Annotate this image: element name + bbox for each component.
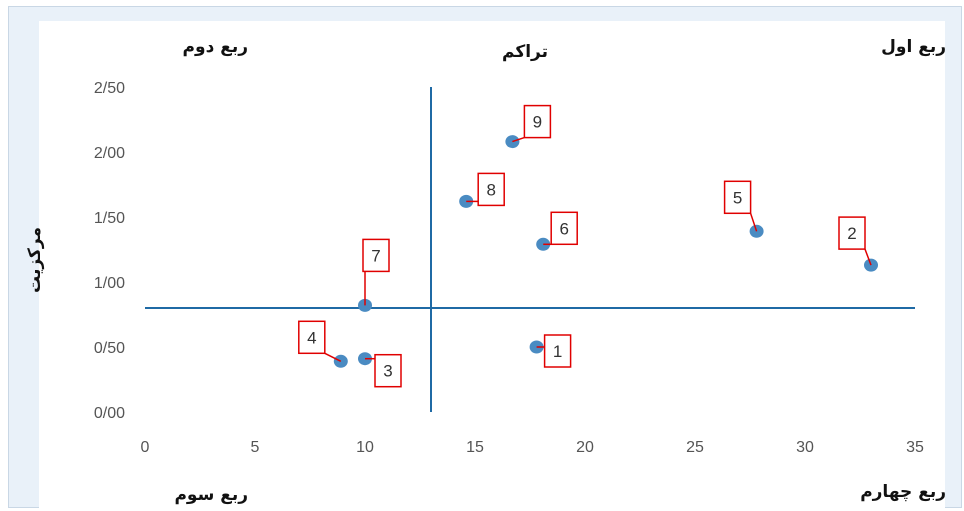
chart-frame: [8, 6, 962, 511]
callout-box: [374, 353, 402, 388]
data-label-callout: 1: [536, 334, 572, 368]
data-label-callout: 6: [543, 211, 578, 246]
callout-leader: [512, 136, 525, 143]
y-tick-label: 1/50: [94, 210, 125, 227]
callout-leader: [749, 213, 758, 232]
callout-box: [543, 334, 572, 368]
data-label: 2: [847, 224, 856, 243]
x-axis-ticks: 0 5 10 15 20 25 30 35: [141, 439, 924, 456]
data-label: 1: [553, 342, 562, 361]
quadrant-label-fourth: ربع چهارم: [860, 482, 946, 502]
data-label: 6: [559, 219, 568, 238]
x-tick-label: 0: [141, 439, 150, 456]
y-tick-label: 2/00: [94, 145, 125, 162]
callout-box: [838, 216, 866, 250]
x-tick-label: 30: [796, 439, 814, 456]
data-label: 3: [383, 362, 392, 381]
data-label-callout: 4: [298, 320, 342, 362]
data-label: 9: [533, 113, 542, 132]
data-label: 7: [371, 246, 380, 265]
x-tick-label: 25: [686, 439, 704, 456]
data-label-callout: 8: [466, 172, 505, 207]
data-label-callout: 3: [365, 353, 402, 388]
callout-box: [477, 172, 505, 207]
callout-box: [723, 180, 752, 215]
quadrant-label-first: ربع اول: [881, 37, 946, 57]
x-tick-label: 15: [466, 439, 484, 456]
y-tick-label: 0/00: [94, 405, 125, 422]
callout-box: [523, 104, 552, 139]
data-label-callout: 9: [512, 104, 552, 143]
quadrant-label-third: ربع سوم: [174, 485, 248, 505]
data-label: 8: [486, 180, 495, 199]
data-label: 5: [733, 188, 742, 207]
chart-area: [39, 21, 945, 511]
x-tick-label: 20: [576, 439, 594, 456]
callout-leader: [324, 352, 342, 362]
data-points: [333, 135, 878, 368]
y-tick-label: 2/50: [94, 80, 125, 97]
callout-box: [550, 211, 578, 246]
callout-leader: [864, 248, 872, 266]
y-axis-ticks: 0/00 0/50 1/00 1/50 2/00 2/50: [94, 80, 125, 422]
y-tick-label: 0/50: [94, 340, 125, 357]
x-tick-label: 10: [356, 439, 374, 456]
data-label-callout: 2: [838, 216, 872, 266]
data-label: 4: [307, 328, 316, 347]
data-label-callout: 7: [362, 238, 390, 306]
x-tick-label: 35: [906, 439, 924, 456]
callout-box: [362, 238, 390, 273]
x-tick-label: 5: [251, 439, 260, 456]
quadrant-label-second: ربع دوم: [183, 37, 248, 57]
y-tick-label: 1/00: [94, 275, 125, 292]
y-axis-label: مرکزیت: [25, 227, 45, 293]
reference-lines: [145, 87, 915, 412]
data-label-callout: 5: [723, 180, 758, 232]
callout-box: [298, 320, 326, 355]
data-labels: 1 2 3 4 5 6 7 8 9: [298, 104, 872, 388]
chart-title: تراکم: [502, 42, 548, 62]
